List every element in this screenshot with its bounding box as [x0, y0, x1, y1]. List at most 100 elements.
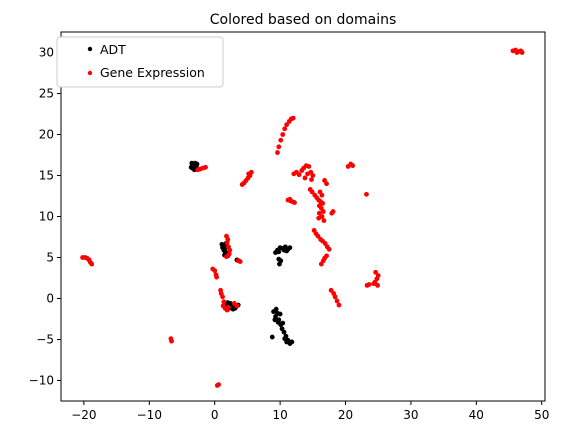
x-tick-label: 0 — [211, 408, 219, 422]
point-gene-expression-61 — [305, 171, 310, 177]
point-gene-expression-101 — [324, 181, 329, 187]
point-gene-expression-55 — [296, 172, 302, 178]
x-tick-label: −10 — [137, 408, 162, 422]
point-gene-expression-82 — [316, 215, 322, 221]
point-gene-expression-71 — [309, 189, 315, 195]
point-adt-44 — [276, 249, 282, 255]
point-gene-expression-105 — [334, 298, 340, 304]
point-adt-45 — [281, 247, 287, 253]
point-gene-expression-62 — [310, 173, 316, 178]
point-adt-61 — [273, 306, 279, 312]
y-tick-label: 25 — [39, 87, 54, 101]
y-tick-label: 5 — [46, 251, 54, 265]
point-gene-expression-79 — [320, 209, 326, 214]
y-tick-label: 10 — [39, 210, 54, 224]
point-gene-expression-68 — [292, 200, 297, 205]
point-adt-64 — [289, 339, 295, 345]
x-axis: −20 −10 0 10 20 30 40 50 — [71, 401, 549, 422]
y-tick-label: 30 — [39, 46, 54, 60]
point-adt-48 — [276, 256, 282, 262]
point-gene-expression-16 — [220, 294, 225, 300]
point-gene-expression-102 — [328, 287, 334, 293]
point-adt-67 — [269, 334, 275, 340]
point-adt-60 — [282, 336, 288, 342]
legend-box — [56, 36, 224, 88]
point-gene-expression-85 — [319, 192, 325, 198]
point-adt-17 — [220, 245, 225, 251]
chart-title: Colored based on domains — [210, 12, 397, 28]
point-gene-expression-28 — [224, 254, 229, 260]
point-gene-expression-30 — [237, 259, 243, 264]
legend-label-adt: ADT — [100, 42, 126, 57]
point-gene-expression-97 — [318, 261, 324, 267]
point-gene-expression-104 — [332, 294, 338, 300]
x-tick-label: 10 — [272, 408, 287, 422]
point-gene-expression-109 — [350, 163, 356, 169]
point-gene-expression-43 — [234, 303, 240, 309]
y-tick-label: 0 — [46, 292, 54, 306]
point-gene-expression-41 — [203, 164, 208, 170]
point-gene-expression-106 — [336, 302, 342, 308]
point-gene-expression-48 — [282, 126, 288, 132]
point-adt-65 — [272, 317, 278, 323]
point-gene-expression-49 — [284, 122, 290, 128]
point-adt-9 — [194, 161, 200, 167]
point-adt-42 — [287, 245, 293, 251]
point-gene-expression-118 — [375, 282, 380, 288]
point-gene-expression-99 — [330, 209, 336, 214]
point-gene-expression-76 — [320, 200, 326, 206]
point-gene-expression-63 — [309, 177, 314, 183]
legend-label-gene-expression: Gene Expression — [100, 65, 205, 80]
point-gene-expression-13 — [214, 274, 220, 280]
point-gene-expression-93 — [326, 246, 332, 252]
point-adt-31 — [225, 300, 231, 305]
point-gene-expression-123 — [519, 50, 525, 55]
point-gene-expression-44 — [275, 150, 280, 155]
point-gene-expression-112 — [366, 282, 372, 287]
x-tick-label: 50 — [534, 408, 549, 422]
point-gene-expression-124 — [514, 50, 520, 55]
point-gene-expression-47 — [280, 132, 286, 137]
point-adt-62 — [275, 319, 281, 325]
x-tick-label: −20 — [71, 408, 96, 422]
point-adt-55 — [281, 329, 287, 335]
point-gene-expression-7 — [169, 338, 174, 344]
point-adt-66 — [277, 311, 283, 317]
point-gene-expression-115 — [375, 273, 381, 278]
point-gene-expression-24 — [224, 240, 230, 246]
point-gene-expression-21 — [226, 305, 231, 310]
y-tick-label: −10 — [29, 374, 54, 388]
x-tick-label: 40 — [469, 408, 484, 422]
point-gene-expression-69 — [287, 196, 293, 202]
legend: ADT Gene Expression — [56, 36, 224, 88]
point-gene-expression-9 — [214, 383, 220, 388]
point-gene-expression-80 — [316, 210, 322, 216]
point-adt-7 — [189, 160, 195, 166]
point-gene-expression-45 — [276, 144, 282, 150]
point-adt-63 — [280, 320, 286, 326]
point-gene-expression-116 — [373, 269, 378, 275]
legend-marker-adt — [87, 46, 93, 52]
y-tick-label: −5 — [36, 333, 54, 347]
points-layer — [80, 47, 525, 388]
point-gene-expression-11 — [212, 268, 218, 274]
point-gene-expression-64 — [302, 175, 308, 181]
point-gene-expression-5 — [89, 261, 95, 267]
point-gene-expression-37 — [246, 171, 252, 177]
point-gene-expression-26 — [227, 247, 233, 253]
x-tick-label: 20 — [338, 408, 353, 422]
point-gene-expression-117 — [371, 281, 377, 287]
y-tick-label: 15 — [39, 169, 54, 183]
y-axis: −10 −5 0 5 10 15 20 25 30 — [29, 46, 61, 388]
point-gene-expression-83 — [321, 218, 327, 224]
y-tick-label: 20 — [39, 128, 54, 142]
point-gene-expression-46 — [278, 137, 284, 143]
point-gene-expression-110 — [364, 191, 369, 197]
legend-marker-gene-expression — [87, 70, 93, 76]
x-tick-label: 30 — [403, 408, 418, 422]
point-gene-expression-88 — [315, 233, 321, 239]
point-gene-expression-17 — [221, 299, 227, 305]
point-gene-expression-59 — [306, 164, 312, 169]
